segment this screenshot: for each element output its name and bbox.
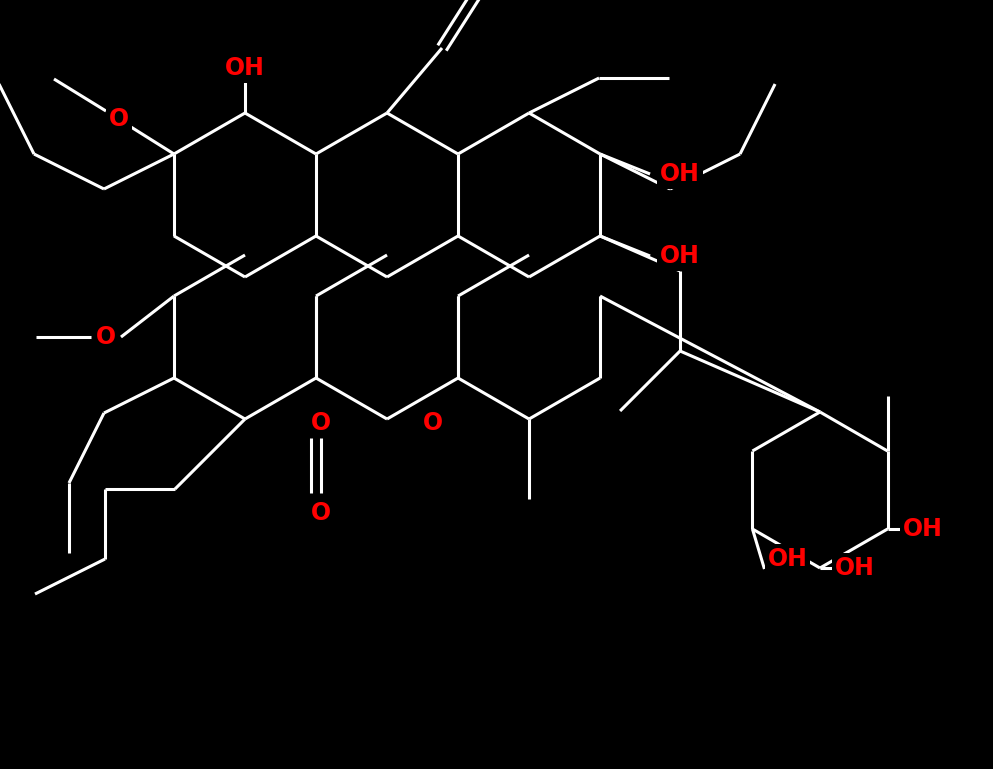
- Text: O: O: [423, 411, 443, 435]
- Text: O: O: [96, 325, 116, 349]
- Text: OH: OH: [835, 556, 875, 580]
- Text: OH: OH: [660, 244, 700, 268]
- Text: OH: OH: [903, 517, 942, 541]
- Text: OH: OH: [768, 547, 807, 571]
- Text: O: O: [311, 411, 331, 435]
- Text: OH: OH: [225, 56, 265, 80]
- Text: O: O: [109, 107, 129, 131]
- Text: O: O: [311, 501, 331, 525]
- Text: OH: OH: [660, 162, 700, 186]
